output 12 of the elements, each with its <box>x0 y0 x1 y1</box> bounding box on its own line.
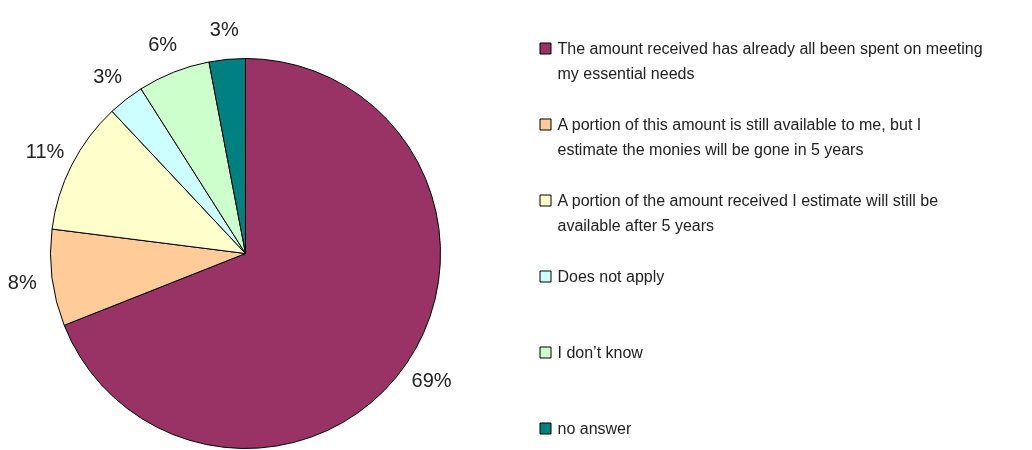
data-label: 11% <box>25 140 65 163</box>
legend-label: The amount received has already all been spent on meeting my essential needs <box>557 39 983 82</box>
data-label: 3% <box>93 64 123 87</box>
legend-label: no answer <box>557 419 632 437</box>
legend-label: I don’t know <box>557 343 644 361</box>
data-label: 6% <box>148 33 178 56</box>
legend-label: A portion of this amount is still available to me, but I estimate the monies will be gone in 5 years <box>557 115 922 158</box>
legend-label: Does not apply <box>557 267 665 285</box>
legend-label: A portion of the amount received I estimate will still be available after 5 years <box>557 191 939 234</box>
data-label: 3% <box>209 18 239 41</box>
data-label: 69% <box>411 368 452 391</box>
data-label: 8% <box>7 270 37 293</box>
